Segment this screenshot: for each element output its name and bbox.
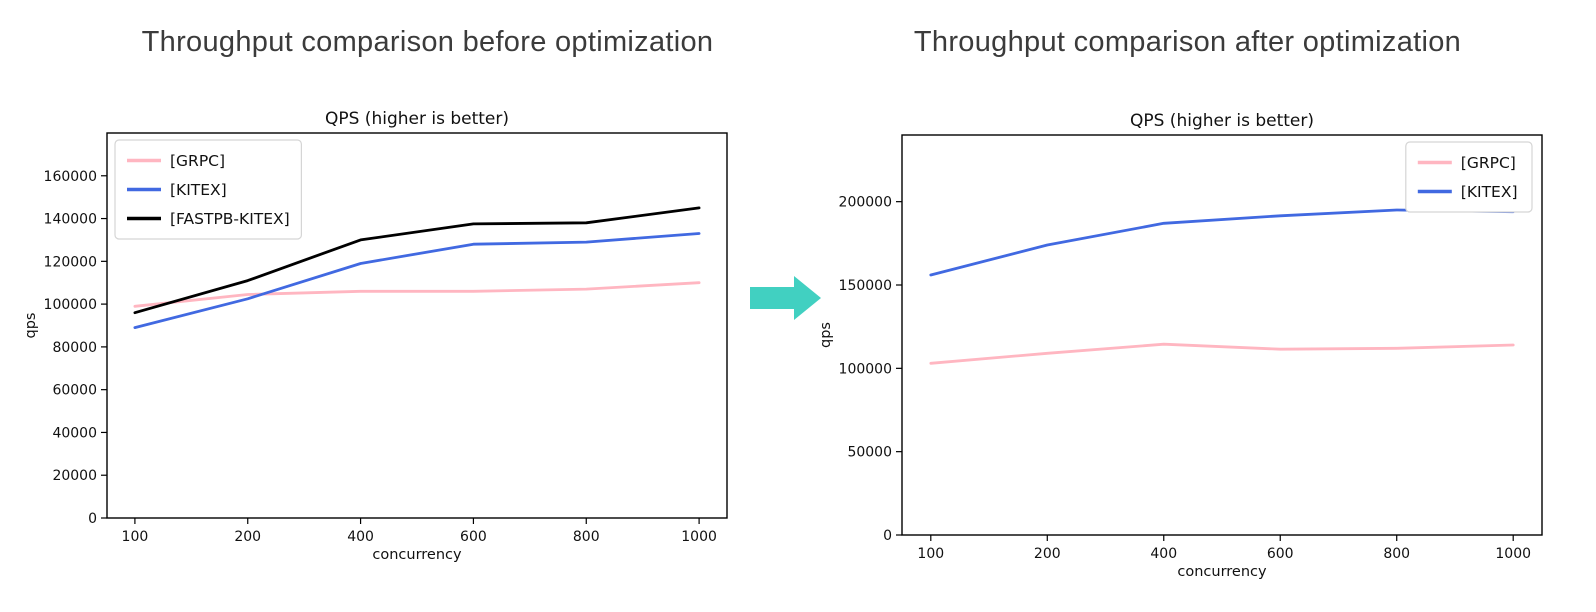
- x-axis-label: concurrency: [1177, 564, 1267, 580]
- y-tick-label: 140000: [44, 212, 97, 228]
- x-tick-label: 600: [460, 529, 487, 545]
- series-line-kitex: [133, 232, 701, 330]
- x-axis-label: concurrency: [372, 547, 462, 563]
- before-optimization-chart: QPS (higher is better) 0 20000 40000 60000 80…: [23, 109, 728, 563]
- x-tick-label: 1000: [1495, 546, 1531, 562]
- x-tick-label: 1000: [681, 529, 717, 545]
- y-tick-label: 0: [883, 528, 892, 544]
- x-tick-label: 600: [1267, 546, 1294, 562]
- axes-title: QPS (higher is better): [1130, 111, 1314, 131]
- x-tick-label: 800: [573, 529, 600, 545]
- y-tick-label: 50000: [847, 445, 892, 461]
- axes-frame: [106, 132, 728, 519]
- x-tick-label: 800: [1383, 546, 1410, 562]
- series-line-grpc: [929, 342, 1515, 365]
- before-chart-heading: Throughput comparison before optimizatio…: [141, 26, 714, 58]
- x-tick-label: 200: [234, 529, 261, 545]
- y-tick-label: 20000: [52, 468, 97, 484]
- y-tick-label: 160000: [44, 169, 97, 185]
- x-tick-label: 400: [1150, 546, 1177, 562]
- y-tick-label: 100000: [839, 361, 892, 377]
- legend-box: [1405, 141, 1533, 213]
- right-arrow-icon: [750, 276, 821, 320]
- y-tick-label: 80000: [52, 340, 97, 356]
- axes-title: QPS (higher is better): [325, 109, 509, 129]
- legend-label: [KITEX]: [1461, 183, 1518, 201]
- legend: [GRPC] [KITEX]: [1405, 141, 1533, 213]
- legend-label: [GRPC]: [170, 152, 225, 170]
- y-tick-label: 150000: [839, 278, 892, 294]
- legend-label: [GRPC]: [1461, 154, 1516, 172]
- legend-label: [FASTPB-KITEX]: [170, 210, 290, 228]
- axes-frame: [901, 134, 1543, 536]
- after-chart-heading: Throughput comparison after optimization: [913, 26, 1462, 58]
- x-tick-label: 400: [347, 529, 374, 545]
- x-tick-label: 100: [122, 529, 149, 545]
- after-optimization-chart: QPS (higher is better) 0 50000 100000 150000…: [818, 111, 1543, 580]
- y-tick-label: 0: [88, 511, 97, 527]
- y-axis-label: qps: [818, 322, 834, 348]
- legend-box: [114, 139, 302, 240]
- y-tick-label: 120000: [44, 254, 97, 270]
- y-tick-label: 100000: [44, 297, 97, 313]
- series-line-grpc: [133, 281, 701, 308]
- legend: [GRPC] [KITEX] [FASTPB-KITEX]: [114, 139, 302, 240]
- legend-label: [KITEX]: [170, 181, 227, 199]
- series-line-fastpb-kitex: [133, 206, 701, 315]
- x-tick-label: 200: [1034, 546, 1061, 562]
- y-tick-label: 60000: [52, 383, 97, 399]
- x-tick-label: 100: [917, 546, 944, 562]
- series-line-kitex: [929, 208, 1515, 277]
- y-tick-label: 40000: [52, 425, 97, 441]
- y-axis-label: qps: [23, 313, 39, 339]
- y-tick-label: 200000: [839, 195, 892, 211]
